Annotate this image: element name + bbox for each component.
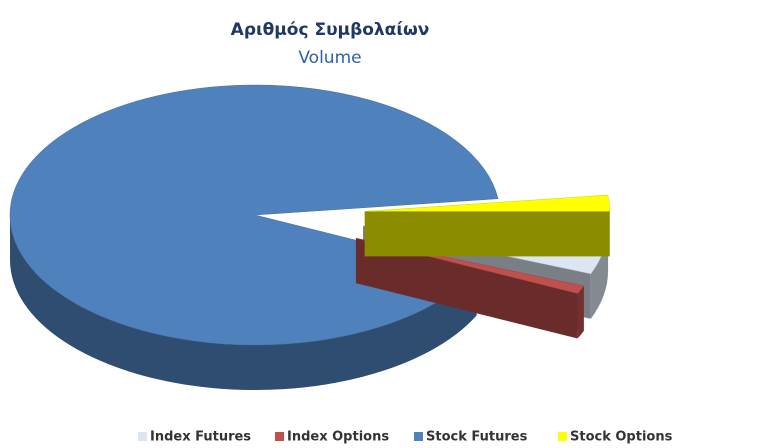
pie-side	[590, 225, 609, 319]
legend-swatch	[414, 432, 423, 441]
legend-swatch	[558, 432, 567, 441]
legend-swatch	[275, 432, 284, 441]
legend-label: Index Options	[287, 430, 389, 445]
pie-edge	[355, 238, 578, 339]
pie-side	[10, 215, 477, 391]
pie-slice	[364, 194, 611, 212]
legend-swatch	[138, 432, 147, 441]
chart-title: Αριθμός Συμβολαίων	[231, 20, 430, 40]
chart-subtitle: Volume	[298, 48, 361, 68]
legend-label: Stock Futures	[426, 430, 528, 445]
legend-label: Index Futures	[150, 430, 251, 445]
legend-label: Stock Options	[570, 430, 673, 445]
pie-edge	[364, 211, 610, 257]
pie-side	[577, 286, 584, 339]
